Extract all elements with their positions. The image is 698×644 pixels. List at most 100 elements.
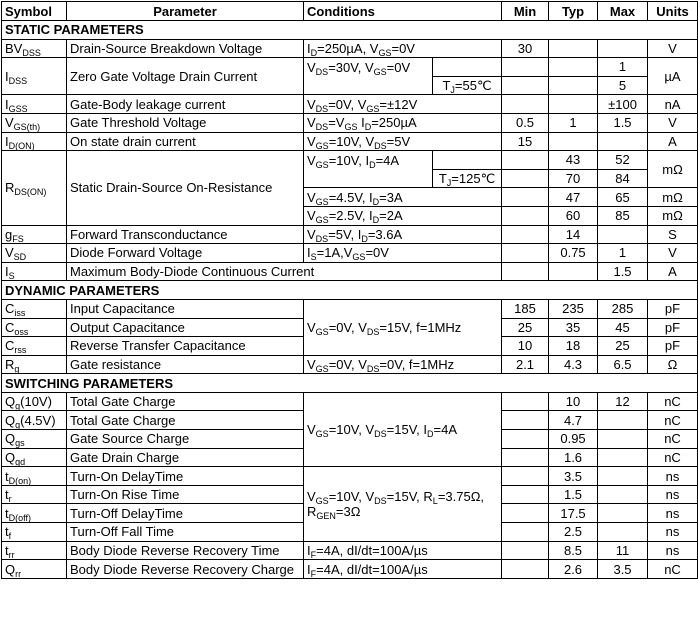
conditions-cell: VGS=0V, VDS=15V, f=1MHz xyxy=(302,298,503,356)
text: I xyxy=(307,561,311,577)
text: V xyxy=(307,356,316,372)
text: =0V, V xyxy=(328,96,367,112)
text: =30V, V xyxy=(328,60,374,76)
max-cell xyxy=(597,484,649,505)
conditions-cell: VDS=VGS ID=250µA xyxy=(302,112,503,133)
min-cell xyxy=(501,168,550,189)
subscript: rss xyxy=(14,345,27,356)
subscript: DS xyxy=(366,363,380,374)
subscript: D xyxy=(310,47,318,58)
unit-cell: A xyxy=(647,131,698,152)
text: Gate Threshold Voltage xyxy=(70,115,207,131)
unit-cell: nC xyxy=(647,410,698,431)
text: Input Capacitance xyxy=(70,301,175,317)
unit-cell: V xyxy=(647,38,698,59)
text: =0V, f=1MHz xyxy=(379,356,455,372)
subscript: GS xyxy=(315,495,329,506)
table-row: BVDSS Drain-Source Breakdown Voltage ID=25… xyxy=(1,38,698,59)
text: Turn-On Rise Time xyxy=(70,487,180,503)
subscript: DS xyxy=(374,140,387,151)
text: Q xyxy=(5,449,16,465)
text: V xyxy=(307,60,316,76)
text: Gate Source Charge xyxy=(70,431,190,447)
unit-cell: mΩ xyxy=(647,205,698,226)
subscript: g xyxy=(15,401,21,412)
unit-cell: mΩ xyxy=(647,187,698,207)
symbol-cell: trr xyxy=(1,540,67,561)
text: I xyxy=(307,40,311,56)
subscript: g xyxy=(14,363,20,374)
min-cell xyxy=(501,447,550,468)
typ-cell: 4.7 xyxy=(548,410,599,431)
conditions-cell: VGS=10V, ID=4A xyxy=(303,150,433,189)
text: t xyxy=(5,505,9,521)
text: V xyxy=(307,422,316,438)
typ-cell: 3.5 xyxy=(548,466,599,486)
max-cell: 25 xyxy=(597,336,649,356)
text: =0V, V xyxy=(328,319,367,335)
min-cell xyxy=(501,205,550,226)
subscript: FS xyxy=(12,233,24,244)
text: =250µA xyxy=(371,115,417,131)
parameter-cell: Turn-On Rise Time xyxy=(66,484,304,505)
subscript: GS xyxy=(378,47,392,58)
conditions-cell: IS=1A,VGS=0V xyxy=(302,243,503,263)
text: T xyxy=(438,171,447,187)
max-cell xyxy=(597,224,649,245)
electrical-characteristics-table: Symbol Parameter Conditions Min Typ Max … xyxy=(0,1,698,579)
text: R xyxy=(5,356,15,372)
min-cell xyxy=(501,466,550,486)
unit-cell: ns xyxy=(647,466,698,486)
subscript: DS xyxy=(315,122,329,133)
typ-cell: 2.5 xyxy=(548,522,599,542)
text: =5V xyxy=(386,133,411,149)
table-row: Qg(10V) Total Gate Charge VGS=10V, VDS=15V… xyxy=(1,391,698,468)
subscript: DS xyxy=(366,326,380,337)
symbol-cell: ID(ON) xyxy=(1,131,67,152)
parameter-cell: Total Gate Charge xyxy=(66,410,304,431)
parameter-cell: Drain-Source Breakdown Voltage xyxy=(66,38,304,59)
typ-cell xyxy=(548,94,599,114)
symbol-cell: RDS(ON) xyxy=(1,150,67,226)
conditions-cell: VGS=2.5V, ID=2A xyxy=(302,205,503,226)
subscript: iss xyxy=(14,308,26,319)
min-cell xyxy=(501,243,550,263)
conditions-cell: VDS=5V, ID=3.6A xyxy=(302,224,503,245)
subscript: GS(th) xyxy=(13,122,41,133)
text: V xyxy=(307,189,316,205)
junction-temp-cell: TJ=55℃ xyxy=(431,75,503,96)
conditions-empty-cell xyxy=(432,57,503,77)
text: =0V xyxy=(386,60,411,76)
text: Body Diode Reverse Recovery Time xyxy=(70,542,280,558)
text: =10V, I xyxy=(328,153,370,169)
text: =15V, R xyxy=(386,488,433,504)
max-cell xyxy=(597,447,649,468)
typ-cell: 18 xyxy=(548,336,599,356)
unit-cell: pF xyxy=(647,298,698,319)
text: =4.5V, I xyxy=(328,189,373,205)
symbol-cell: Crss xyxy=(1,336,67,356)
max-cell: ±100 xyxy=(597,94,649,114)
unit-cell: µA xyxy=(647,57,698,96)
section-row: DYNAMIC PARAMETERS xyxy=(0,280,698,300)
unit-cell: ns xyxy=(647,484,698,505)
text: =1A,V xyxy=(316,245,353,261)
conditions-cell: VDS=0V, VGS=±12V xyxy=(302,94,503,114)
table-row: IDSS Zero Gate Voltage Drain Current VDS=3… xyxy=(1,57,698,96)
typ-cell: 43 xyxy=(548,150,599,170)
subscript: F xyxy=(310,549,317,560)
section-row: STATIC PARAMETERS xyxy=(0,20,698,40)
text: =10V, V xyxy=(328,488,375,504)
unit-cell: nA xyxy=(647,94,698,114)
unit-cell: ns xyxy=(647,503,698,524)
table-row: tD(off) Turn-Off DelayTime 17.5 ns xyxy=(1,503,698,524)
table-row: Ciss Input Capacitance VGS=0V, VDS=15V, f=… xyxy=(1,298,698,356)
text: Gate resistance xyxy=(70,356,162,372)
text: =2.5V, I xyxy=(328,208,373,224)
typ-cell: 17.5 xyxy=(548,503,599,524)
symbol-cell: VSD xyxy=(1,243,67,263)
text: =3Ω xyxy=(335,503,361,519)
subscript: GS xyxy=(315,429,329,440)
header-conditions: Conditions xyxy=(302,1,503,21)
subscript: D(ON) xyxy=(8,140,35,151)
